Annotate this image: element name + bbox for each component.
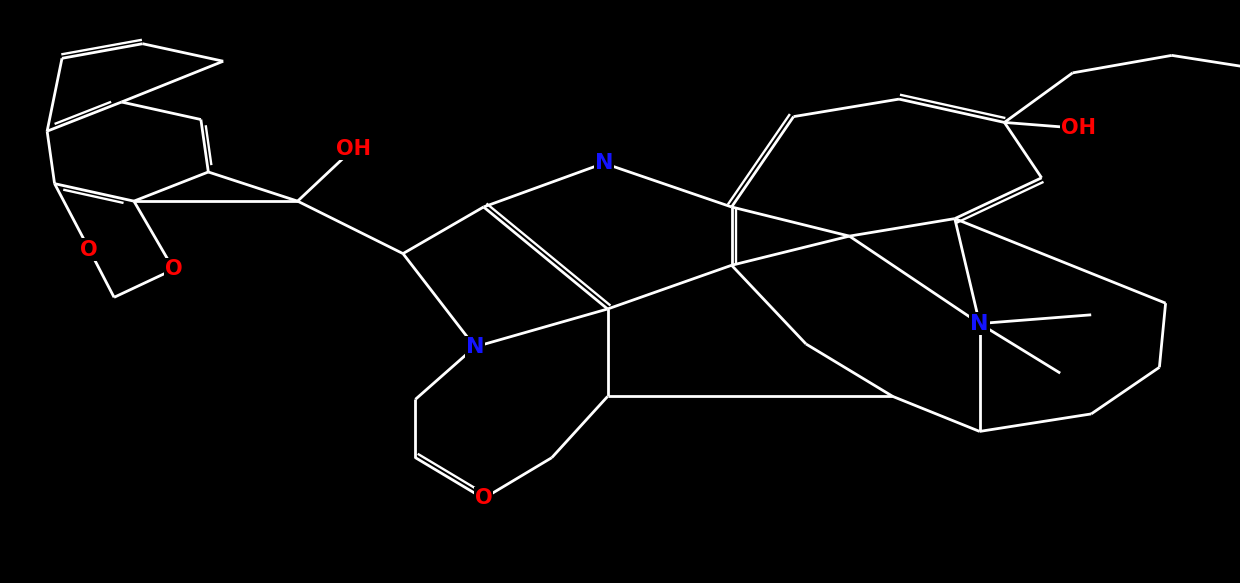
Text: O: O [475,489,492,508]
Text: OH: OH [1061,118,1096,138]
Text: N: N [595,153,613,173]
Text: O: O [81,240,98,259]
Text: N: N [971,314,988,333]
Text: O: O [165,259,182,279]
Text: N: N [466,337,484,357]
Text: OH: OH [336,139,371,159]
